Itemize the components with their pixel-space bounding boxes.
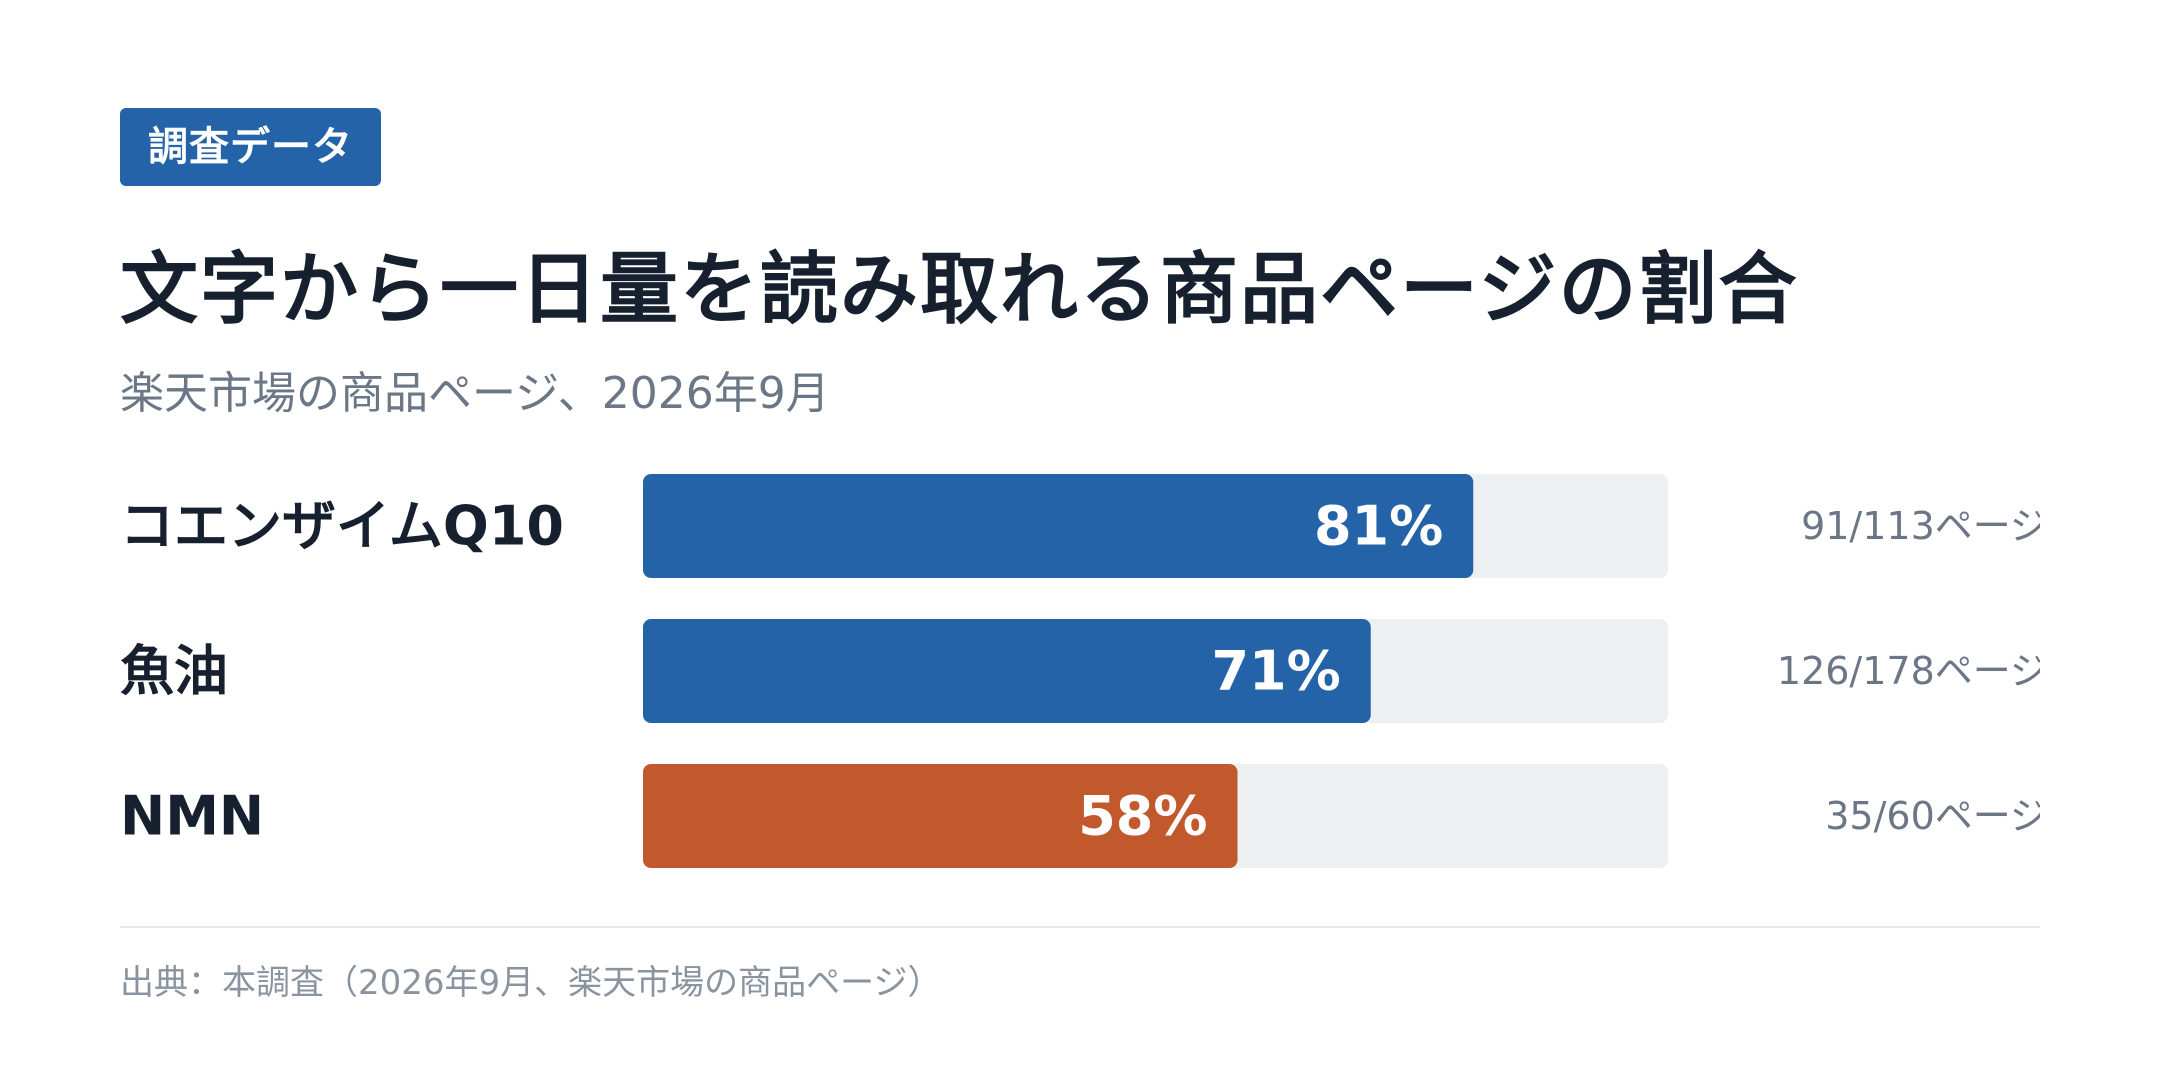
source-note: 出典：本調査（2026年9月、楽天市場の商品ページ） [120,963,942,1003]
bar-row: 魚油 71% 126/178ページ [120,619,2040,723]
bar [643,619,1371,723]
bar-row: NMN 58% 35/60ページ [120,764,2040,868]
bar-row: コエンザイムQ10 81% 91/113ページ [120,474,2040,578]
bar [643,474,1474,578]
value-label: 71% [1211,640,1340,703]
footer-divider [120,926,2040,928]
category-label: 魚油 [120,640,228,703]
chart-subtitle: 楽天市場の商品ページ、2026年9月 [120,368,830,419]
value-label: 81% [1314,495,1443,558]
category-badge: 調査データ [120,108,381,186]
page-count-label: 35/60ページ [1825,794,2040,838]
page-count-label: 91/113ページ [1801,504,2040,548]
bar [643,764,1238,868]
page-count-label: 126/178ページ [1777,649,2040,693]
category-label: NMN [120,785,264,848]
category-label: コエンザイムQ10 [120,495,564,558]
chart-card: 調査データ 文字から一日量を読み取れる商品ページの割合 楽天市場の商品ページ、2… [120,108,2040,1003]
chart-title: 文字から一日量を読み取れる商品ページの割合 [120,245,1799,335]
value-label: 58% [1078,785,1207,848]
